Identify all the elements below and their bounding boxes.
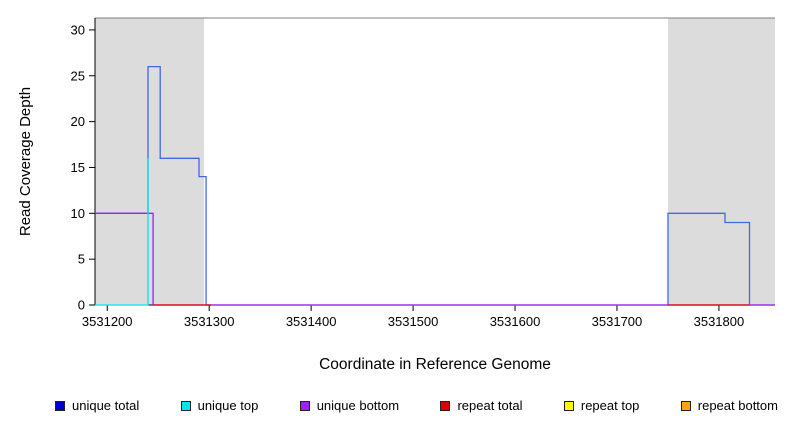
legend-item-repeat-top: repeat top <box>563 398 640 413</box>
y-tick-label: 0 <box>78 298 85 313</box>
coverage-plot: 0 5 10 15 20 25 30 3531200 3531300 3531400 3531500… <box>71 17 775 329</box>
y-tick-label: 30 <box>71 22 85 37</box>
legend-item-unique-top: unique top <box>180 398 259 413</box>
legend-item-unique-bottom: unique bottom <box>299 398 400 413</box>
legend-item-repeat-total: repeat total <box>440 398 523 413</box>
x-tick-label: 3531800 <box>694 314 745 329</box>
y-tick-label: 15 <box>71 160 85 175</box>
legend-swatch-icon <box>299 400 310 411</box>
legend-label: unique top <box>197 398 259 413</box>
legend-label: unique total <box>72 398 140 413</box>
y-tick-label: 10 <box>71 206 85 221</box>
chart-legend: unique total unique top unique bottom repea… <box>0 398 792 413</box>
legend-label: repeat bottom <box>697 398 778 413</box>
repeat-region-shading <box>667 18 775 305</box>
x-tick-label: 3531600 <box>490 314 541 329</box>
legend-swatch-icon <box>55 400 65 411</box>
y-tick-label: 5 <box>78 252 85 267</box>
legend-swatch-icon <box>680 400 691 411</box>
series-unique-bottom <box>95 212 775 306</box>
series-unique-total <box>95 65 775 306</box>
legend-item-repeat-bottom: repeat bottom <box>680 398 778 413</box>
series-unique-top <box>95 158 149 306</box>
legend-swatch-icon <box>440 400 451 411</box>
repeat-region-shading <box>95 18 205 305</box>
x-tick-label: 3531500 <box>388 314 439 329</box>
x-tick-label: 3531300 <box>184 314 235 329</box>
legend-item-unique-total: unique total <box>55 398 139 413</box>
legend-label: repeat total <box>457 398 523 413</box>
x-tick-label: 3531200 <box>82 314 133 329</box>
x-tick-label: 3531400 <box>286 314 337 329</box>
legend-swatch-icon <box>563 400 574 411</box>
legend-label: repeat top <box>580 398 640 413</box>
legend-swatch-icon <box>180 400 191 411</box>
y-tick-label: 25 <box>71 68 85 83</box>
x-tick-label: 3531700 <box>592 314 643 329</box>
y-tick-label: 20 <box>71 114 85 129</box>
x-axis-title: Coordinate in Reference Genome <box>319 356 551 373</box>
legend-label: unique bottom <box>316 398 400 413</box>
